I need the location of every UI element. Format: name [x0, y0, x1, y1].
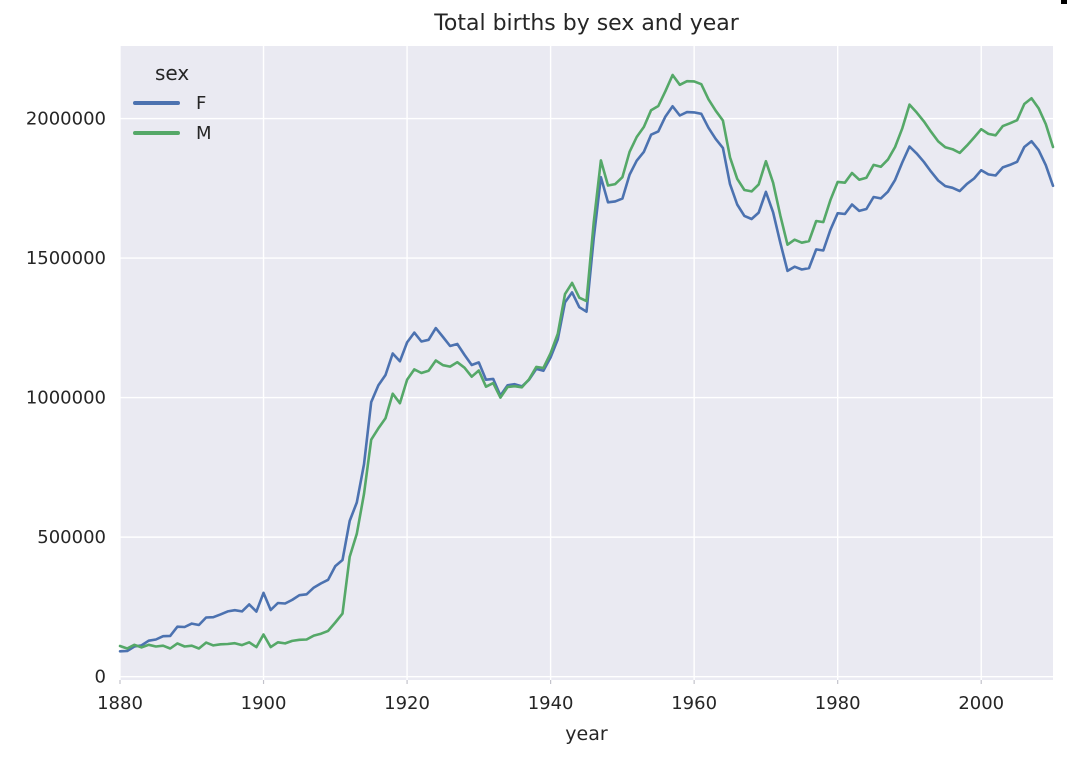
x-tick-label: 1920 [384, 693, 430, 714]
y-tick-label: 500000 [37, 527, 106, 548]
plot-background [120, 46, 1053, 680]
series-line-m [118, 73, 1055, 650]
legend-label-m: M [196, 122, 212, 144]
x-axis-label: year [565, 723, 608, 745]
x-tick-label: 1940 [528, 693, 574, 714]
y-tick-label: 2000000 [26, 109, 106, 130]
y-tick-label: 0 [95, 667, 106, 688]
corner-artifact [1061, 0, 1067, 4]
x-tick-label: 2000 [958, 693, 1004, 714]
legend-item-f: F [133, 88, 212, 118]
legend-label-f: F [196, 92, 207, 114]
x-tick-label: 1980 [815, 693, 861, 714]
chart-title: Total births by sex and year [434, 11, 739, 36]
legend: sex F M [133, 60, 212, 148]
y-tick-label: 1500000 [26, 248, 106, 269]
m-series-line-swatch [133, 131, 180, 135]
series-line-f [118, 105, 1055, 653]
x-tick-label: 1880 [97, 693, 143, 714]
f-series-line-swatch [133, 101, 180, 105]
legend-title: sex [155, 61, 190, 85]
x-tick-label: 1900 [241, 693, 287, 714]
x-tick-label: 1960 [671, 693, 717, 714]
y-tick-label: 1000000 [26, 388, 106, 409]
legend-item-m: M [133, 118, 212, 148]
